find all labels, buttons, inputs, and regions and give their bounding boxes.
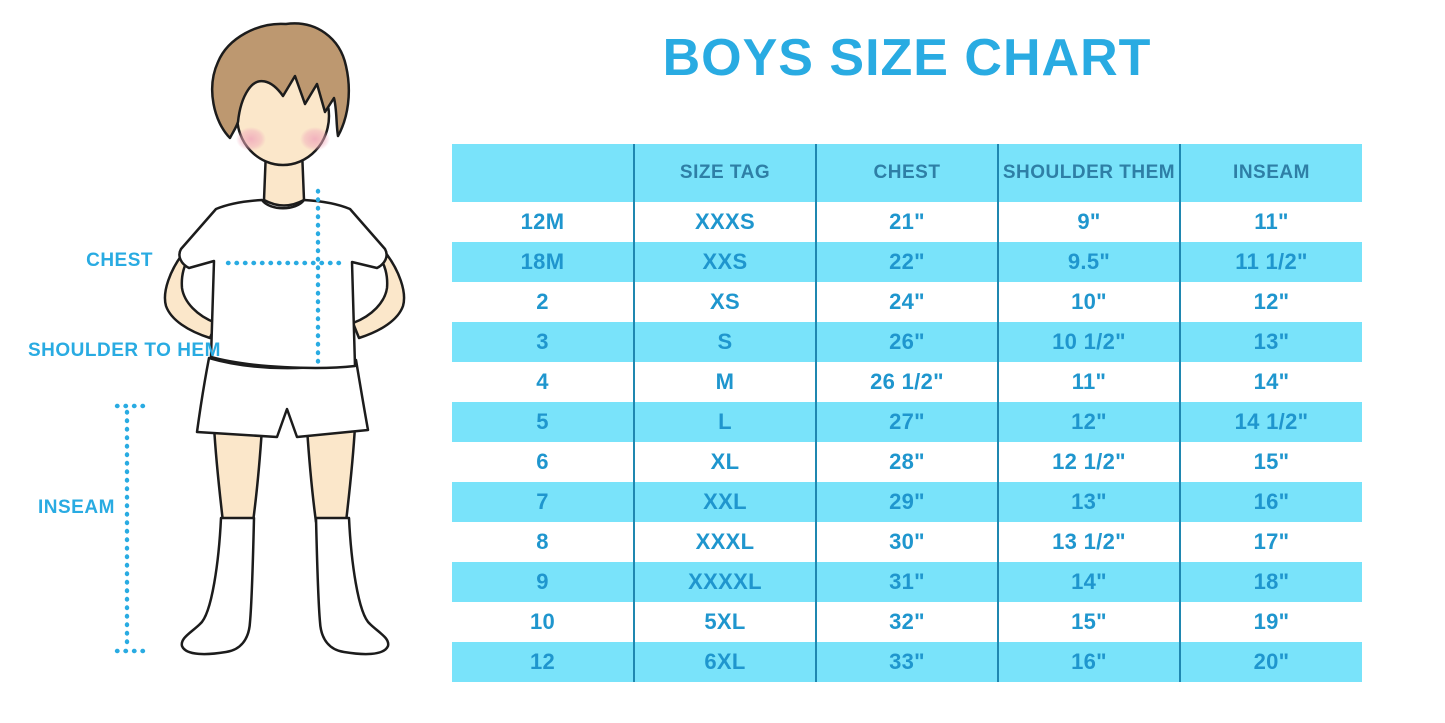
table-cell: 11 1/2" xyxy=(1179,242,1362,282)
table-cell: 11" xyxy=(1179,202,1362,242)
table-cell: 10 1/2" xyxy=(997,322,1180,362)
table-row: 6 XL 28" 12 1/2" 15" xyxy=(452,442,1362,482)
table-cell: 13" xyxy=(997,482,1180,522)
table-row: 9 XXXXL 31" 14" 18" xyxy=(452,562,1362,602)
size-table-body: 12M XXXS 21" 9" 11" 18M XXS 22" 9.5" 11 1/2" 2 XS 24… xyxy=(452,202,1362,682)
size-table: SIZE TAG CHEST SHOULDER THEM INSEAM 12M XXXS… xyxy=(452,144,1362,682)
table-cell: 12M xyxy=(520,209,565,234)
table-cell: 15" xyxy=(1179,442,1362,482)
table-cell: 8 xyxy=(536,529,549,554)
inseam-label: INSEAM xyxy=(38,497,115,518)
sock-right xyxy=(314,516,390,656)
table-cell: 28" xyxy=(815,442,998,482)
table-cell: 6 xyxy=(536,449,549,474)
table-cell: 18" xyxy=(1179,562,1362,602)
table-cell: 9" xyxy=(997,202,1180,242)
table-cell: 7 xyxy=(452,482,634,522)
table-cell: 15" xyxy=(997,602,1180,642)
table-cell: 30" xyxy=(815,522,998,562)
measurement-figure: CHEST SHOULDER TO HEM INSEAM xyxy=(0,0,452,723)
table-cell: XXXXL xyxy=(633,562,816,602)
size-table-header-row: SIZE TAG CHEST SHOULDER THEM INSEAM xyxy=(452,144,1362,202)
column-header: CHEST xyxy=(815,144,998,202)
table-cell: 14 1/2" xyxy=(1179,402,1362,442)
table-row: 18M XXS 22" 9.5" 11 1/2" xyxy=(452,242,1362,282)
column-header xyxy=(452,144,634,202)
cheek-right xyxy=(300,127,330,151)
table-cell: 13 1/2" xyxy=(997,522,1180,562)
size-table-head: SIZE TAG CHEST SHOULDER THEM INSEAM xyxy=(452,144,1362,202)
table-cell: 24" xyxy=(815,282,998,322)
table-cell: S xyxy=(633,322,816,362)
table-cell: 16" xyxy=(997,642,1180,682)
table-cell: 9.5" xyxy=(997,242,1180,282)
table-cell: XXXS xyxy=(633,202,816,242)
table-cell: 22" xyxy=(815,242,998,282)
page-title: BOYS SIZE CHART xyxy=(662,29,1152,87)
sock-left xyxy=(180,516,256,656)
hair xyxy=(211,22,351,140)
table-cell: 3 xyxy=(452,322,634,362)
table-cell: L xyxy=(633,402,816,442)
shorts xyxy=(195,356,370,439)
table-cell: 19" xyxy=(1179,602,1362,642)
table-cell: 12 1/2" xyxy=(997,442,1180,482)
table-cell: 13" xyxy=(1179,322,1362,362)
table-cell: 5XL xyxy=(633,602,816,642)
table-cell: XS xyxy=(633,282,816,322)
chest-label: CHEST xyxy=(86,250,153,271)
table-cell: 21" xyxy=(815,202,998,242)
table-cell: 11" xyxy=(997,362,1180,402)
table-cell: 12 xyxy=(452,642,634,682)
table-cell: 26" xyxy=(815,322,998,362)
tshirt xyxy=(178,198,388,370)
leg-left xyxy=(212,424,264,524)
table-cell: 12" xyxy=(1179,282,1362,322)
table-cell: 16" xyxy=(1179,482,1362,522)
table-cell: 10" xyxy=(997,282,1180,322)
table-cell: 27" xyxy=(815,402,998,442)
table-cell: 9 xyxy=(452,562,634,602)
table-cell: 20" xyxy=(1179,642,1362,682)
table-cell: 14" xyxy=(997,562,1180,602)
table-cell: XL xyxy=(633,442,816,482)
table-row: 12 6XL 33" 16" 20" xyxy=(452,642,1362,682)
table-cell: XXL xyxy=(633,482,816,522)
table-row: 5 L 27" 12" 14 1/2" xyxy=(452,402,1362,442)
table-cell: 14" xyxy=(1179,362,1362,402)
column-header: SIZE TAG xyxy=(633,144,816,202)
cheek-left xyxy=(236,127,266,151)
shoulder-to-hem-label: SHOULDER TO HEM xyxy=(28,340,221,361)
table-cell: 12" xyxy=(997,402,1180,442)
table-cell: 10 xyxy=(529,609,556,634)
table-row: 2 XS 24" 10" 12" xyxy=(452,282,1362,322)
column-header: INSEAM xyxy=(1179,144,1362,202)
boy-illustration xyxy=(114,22,406,656)
table-cell: 2 xyxy=(536,289,549,314)
table-row: 8 XXXL 30" 13 1/2" 17" xyxy=(452,522,1362,562)
table-cell: 26 1/2" xyxy=(815,362,998,402)
table-cell: 32" xyxy=(815,602,998,642)
table-cell: XXS xyxy=(633,242,816,282)
table-cell: 4 xyxy=(536,369,549,394)
table-row: 3 S 26" 10 1/2" 13" xyxy=(452,322,1362,362)
table-row: 7 XXL 29" 13" 16" xyxy=(452,482,1362,522)
table-cell: M xyxy=(633,362,816,402)
table-cell: 17" xyxy=(1179,522,1362,562)
column-header: SHOULDER THEM xyxy=(997,144,1180,202)
table-cell: 5 xyxy=(452,402,634,442)
table-cell: XXXL xyxy=(633,522,816,562)
table-row: 12M XXXS 21" 9" 11" xyxy=(452,202,1362,242)
table-cell: 31" xyxy=(815,562,998,602)
table-cell: 33" xyxy=(815,642,998,682)
table-cell: 18M xyxy=(452,242,634,282)
leg-right xyxy=(305,424,357,524)
table-cell: 6XL xyxy=(633,642,816,682)
table-row: 4 M 26 1/2" 11" 14" xyxy=(452,362,1362,402)
table-cell: 29" xyxy=(815,482,998,522)
table-row: 10 5XL 32" 15" 19" xyxy=(452,602,1362,642)
